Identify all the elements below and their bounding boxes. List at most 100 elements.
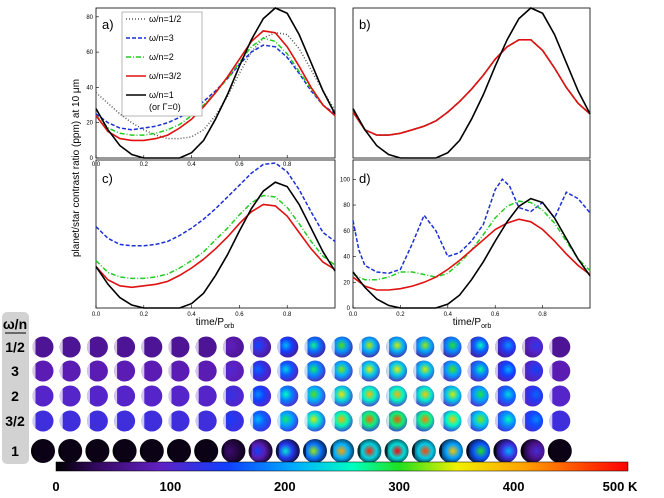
disk-2-7 — [222, 385, 244, 407]
disk-4-11 — [330, 439, 355, 463]
disk-0-16 — [467, 336, 489, 358]
disk-limb-2-0 — [33, 386, 36, 407]
series-line-2-1 — [95, 194, 336, 280]
disk-limb-1-3 — [114, 361, 117, 382]
x-tick-label-2-2: 0.4 — [187, 312, 196, 318]
series-line-0-0 — [95, 31, 336, 140]
disk-4-2 — [85, 439, 110, 463]
disk-limb-2-11 — [332, 386, 335, 407]
disk-3-19 — [549, 410, 571, 432]
disk-limb-3-12 — [359, 411, 362, 432]
disk-limb-3-17 — [495, 411, 498, 432]
disk-3-10 — [304, 410, 326, 432]
disk-2-18 — [522, 385, 544, 407]
colorbar — [55, 461, 629, 472]
disk-2-14 — [413, 385, 435, 407]
disk-limb-4-6 — [194, 439, 197, 463]
disk-limb-4-9 — [276, 439, 279, 463]
y-tick-label-3-0: 0 — [347, 306, 351, 312]
disk-3-0 — [32, 410, 54, 432]
disk-limb-1-11 — [332, 361, 335, 382]
series-line-1-2 — [352, 39, 591, 136]
row-label-3: 3/2 — [5, 413, 25, 429]
disk-0-17 — [494, 336, 516, 358]
disk-3-11 — [331, 410, 353, 432]
disk-limb-4-13 — [385, 439, 388, 463]
disk-limb-3-18 — [522, 411, 525, 432]
disk-4-16 — [466, 439, 491, 463]
disk-limb-4-7 — [221, 439, 224, 463]
disk-3-5 — [168, 410, 190, 432]
disk-1-2 — [86, 360, 108, 382]
disk-limb-1-13 — [386, 361, 389, 382]
series-line-0-4 — [95, 7, 336, 159]
disk-limb-1-6 — [196, 361, 199, 382]
disk-limb-0-4 — [141, 337, 144, 358]
disk-4-18 — [520, 439, 545, 463]
disk-3-2 — [86, 410, 108, 432]
disk-limb-3-14 — [413, 411, 416, 432]
disk-3-3 — [114, 410, 136, 432]
disk-limb-4-4 — [140, 439, 143, 463]
disk-1-19 — [549, 360, 571, 382]
y-tick-label-3-5: 100 — [340, 177, 351, 183]
disk-limb-2-6 — [196, 386, 199, 407]
disk-2-15 — [440, 385, 462, 407]
disk-limb-3-7 — [223, 411, 226, 432]
y-tick-label-0-3: 60 — [86, 50, 93, 56]
disk-limb-3-6 — [196, 411, 199, 432]
disk-3-9 — [277, 410, 299, 432]
panel-c-frame — [95, 159, 336, 309]
x-tick-label-3-1: 0.2 — [396, 312, 405, 318]
row-label-0: 1/2 — [5, 339, 25, 355]
panel-label-b: b) — [359, 17, 371, 32]
disk-1-17 — [494, 360, 516, 382]
disk-limb-4-8 — [249, 439, 252, 463]
disk-limb-2-5 — [169, 386, 172, 407]
disk-limb-0-0 — [33, 337, 36, 358]
disk-limb-3-19 — [549, 411, 552, 432]
x-tick-label-0-2: 0.4 — [187, 162, 196, 168]
disk-layer: 1/2 3 2 3/2 1 — [5, 336, 572, 463]
disk-limb-1-0 — [33, 361, 36, 382]
disk-4-9 — [275, 439, 300, 463]
disk-limb-1-4 — [141, 361, 144, 382]
disk-limb-1-2 — [87, 361, 90, 382]
disk-4-15 — [439, 439, 463, 463]
disk-limb-3-4 — [141, 411, 144, 432]
x-tick-label-0-1: 0.2 — [140, 162, 149, 168]
x-tick-label-3-3: 0.6 — [491, 312, 500, 318]
series-line-3-0 — [352, 178, 591, 275]
disk-limb-4-14 — [412, 439, 415, 463]
disk-limb-3-16 — [468, 411, 471, 432]
disk-4-10 — [303, 439, 327, 463]
disk-2-4 — [141, 385, 163, 407]
disk-0-7 — [222, 336, 244, 358]
disk-2-17 — [494, 385, 516, 407]
disk-2-10 — [304, 385, 326, 407]
disk-2-0 — [32, 385, 54, 407]
disk-limb-0-16 — [468, 337, 471, 358]
series-line-0-1 — [95, 44, 336, 131]
disk-4-7 — [221, 439, 246, 463]
disk-4-17 — [493, 439, 518, 463]
colorbar-tick-label-0: 0 — [52, 479, 59, 494]
disk-1-15 — [440, 360, 462, 382]
disk-limb-0-6 — [196, 337, 199, 358]
disk-limb-0-5 — [169, 337, 172, 358]
disk-limb-4-2 — [85, 439, 88, 463]
x-tick-label-0-0: 0.0 — [92, 162, 101, 168]
disk-limb-4-15 — [439, 439, 442, 463]
y-tick-label-0-0: 0 — [90, 156, 94, 162]
disk-limb-0-15 — [441, 337, 444, 358]
disk-2-1 — [59, 385, 81, 407]
y-tick-label-0-4: 80 — [86, 15, 93, 21]
disk-2-6 — [195, 385, 217, 407]
disk-0-10 — [304, 336, 326, 358]
disk-1-9 — [277, 360, 299, 382]
colorbar-tick-label-3: 300 — [388, 479, 410, 494]
series-line-2-3 — [95, 181, 336, 309]
disk-4-3 — [112, 439, 137, 463]
disk-0-12 — [358, 336, 380, 358]
